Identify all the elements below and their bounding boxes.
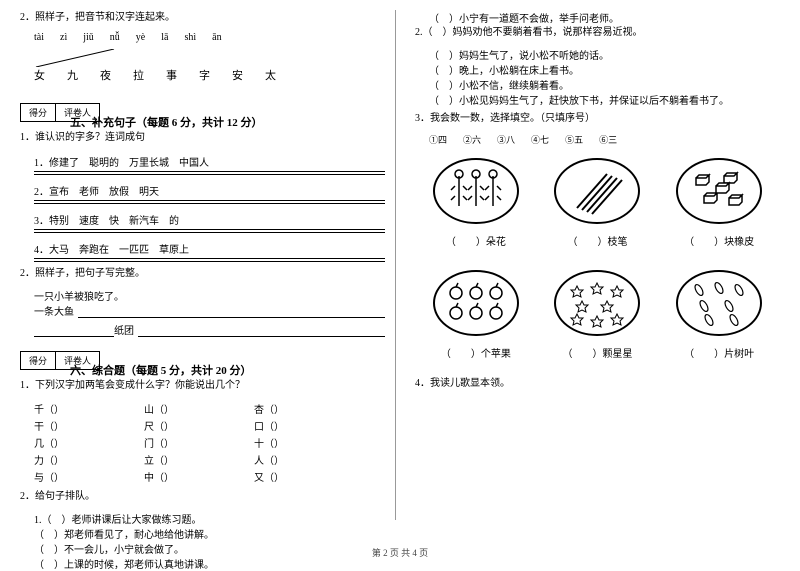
s5-q1: 1．谁认识的字多？连词成句 bbox=[20, 130, 385, 146]
pinyin-6: shì bbox=[184, 32, 196, 43]
figure-row-1: （ ）朵花 （ ）枝笔 bbox=[415, 156, 780, 248]
blank-line[interactable] bbox=[34, 203, 385, 204]
q2-intro: 2．照样子，把音节和汉字连起来。 bbox=[20, 10, 385, 26]
pinyin-1: zì bbox=[60, 32, 67, 43]
connect-line bbox=[34, 49, 385, 67]
s5-q2c: 纸团 bbox=[114, 322, 134, 337]
pinyin-0: tài bbox=[34, 32, 44, 43]
r-line-4[interactable]: （ ）小松不信，继续躺着看。 bbox=[429, 77, 780, 92]
q3-options: ①四 ②六 ③八 ④七 ⑤五 ⑥三 bbox=[429, 133, 780, 146]
opt-3: ④七 bbox=[531, 133, 549, 146]
s6-q2: 2．给句子排队。 bbox=[20, 489, 385, 505]
section-5-title: 五、补充句子（每题 6 分，共计 12 分） bbox=[70, 114, 385, 130]
column-divider bbox=[395, 10, 396, 520]
pinyin-row: tài zì jiǔ nǚ yè lā shì ān bbox=[34, 32, 385, 43]
s5-item-0[interactable]: 1．修建了 聪明的 万里长城 中国人 bbox=[34, 152, 385, 172]
opt-1: ②六 bbox=[463, 133, 481, 146]
s5-item-3[interactable]: 4．大马 奔跑在 一匹匹 草原上 bbox=[34, 239, 385, 259]
hanzi-4: 事 bbox=[166, 67, 177, 83]
apples-icon bbox=[431, 268, 521, 338]
fig-label[interactable]: （ ）片树叶 bbox=[674, 345, 764, 360]
r-line-2[interactable]: （ ）妈妈生气了，说小松不听她的话。 bbox=[429, 47, 780, 62]
r-line-3[interactable]: （ ）晚上，小松躺在床上看书。 bbox=[429, 62, 780, 77]
fig-label[interactable]: （ ）个苹果 bbox=[431, 345, 521, 360]
char-table: 千（）山（）杏（） 干（）尺（）口（） 几（）门（）十（） 力（）立（）人（） … bbox=[34, 400, 385, 485]
hanzi-7: 太 bbox=[265, 67, 276, 83]
hanzi-row: 女 九 夜 拉 事 字 安 太 bbox=[34, 67, 385, 83]
s5-q2a: 一只小羊被狼吃了。 bbox=[34, 288, 385, 303]
s5-item-2[interactable]: 3．特别 速度 快 新汽车 的 bbox=[34, 210, 385, 230]
blank-line[interactable] bbox=[34, 174, 385, 175]
erasers-icon bbox=[674, 156, 764, 226]
hanzi-0: 女 bbox=[34, 67, 45, 83]
right-column: （ ）小宁有一道题不会做，举手问老师。 2.（ ）妈妈劝他不要躺着看书，说那样容… bbox=[415, 10, 780, 530]
section-6-title: 六、综合题（每题 5 分，共计 20 分） bbox=[70, 362, 385, 378]
score-label: 得分 bbox=[21, 104, 56, 121]
r-line-0[interactable]: （ ）小宁有一道题不会做，举手问老师。 bbox=[429, 10, 780, 25]
hanzi-5: 字 bbox=[199, 67, 210, 83]
pinyin-2: jiǔ bbox=[83, 32, 94, 43]
s6-q1: 1．下列汉字加两笔会变成什么字？你能说出几个？ bbox=[20, 378, 385, 394]
q4-intro: 4．我读儿歌显本领。 bbox=[415, 376, 780, 392]
opt-4: ⑤五 bbox=[565, 133, 583, 146]
s6-q2-line-1[interactable]: （ ）郑老师看见了，耐心地给他讲解。 bbox=[34, 526, 385, 541]
score-label: 得分 bbox=[21, 352, 56, 369]
pinyin-3: nǚ bbox=[110, 32, 120, 43]
flowers-icon bbox=[431, 156, 521, 226]
q3-intro: 3．我会数一数，选择填空。（只填序号） bbox=[415, 111, 780, 127]
hanzi-1: 九 bbox=[67, 67, 78, 83]
fig-label[interactable]: （ ）枝笔 bbox=[552, 233, 642, 248]
hanzi-2: 夜 bbox=[100, 67, 111, 83]
s6-q2-line-0[interactable]: 1.（ ）老师讲课后让大家做练习题。 bbox=[34, 511, 385, 526]
s5-q2: 2．照样子，把句子写完整。 bbox=[20, 266, 385, 282]
left-column: 2．照样子，把音节和汉字连起来。 tài zì jiǔ nǚ yè lā shì… bbox=[20, 10, 385, 530]
pencils-icon bbox=[552, 156, 642, 226]
figure-row-2: （ ）个苹果 （ ）颗星星 bbox=[415, 268, 780, 360]
fig-label[interactable]: （ ）颗星星 bbox=[552, 345, 642, 360]
pinyin-4: yè bbox=[136, 32, 145, 43]
opt-2: ③八 bbox=[497, 133, 515, 146]
hanzi-6: 安 bbox=[232, 67, 243, 83]
page-footer: 第 2 页 共 4 页 bbox=[0, 546, 800, 559]
s5-q2b: 一条大鱼 bbox=[34, 303, 74, 318]
hanzi-3: 拉 bbox=[133, 67, 144, 83]
s5-item-1[interactable]: 2．宣布 老师 放假 明天 bbox=[34, 181, 385, 201]
leaves-icon bbox=[674, 268, 764, 338]
blank-line[interactable] bbox=[34, 261, 385, 262]
blank-line[interactable] bbox=[34, 232, 385, 233]
blank-input[interactable] bbox=[78, 303, 385, 318]
fig-label[interactable]: （ ）朵花 bbox=[431, 233, 521, 248]
opt-0: ①四 bbox=[429, 133, 447, 146]
fig-label[interactable]: （ ）块橡皮 bbox=[674, 233, 764, 248]
blank-input[interactable] bbox=[138, 322, 385, 337]
stars-icon bbox=[552, 268, 642, 338]
pinyin-7: ān bbox=[212, 32, 221, 43]
pinyin-5: lā bbox=[161, 32, 168, 43]
r-line-1[interactable]: 2.（ ）妈妈劝他不要躺着看书，说那样容易近视。 bbox=[415, 25, 780, 41]
opt-5: ⑥三 bbox=[599, 133, 617, 146]
blank-input[interactable] bbox=[34, 322, 114, 337]
r-line-5[interactable]: （ ）小松见妈妈生气了，赶快放下书，并保证以后不躺着看书了。 bbox=[429, 92, 780, 107]
